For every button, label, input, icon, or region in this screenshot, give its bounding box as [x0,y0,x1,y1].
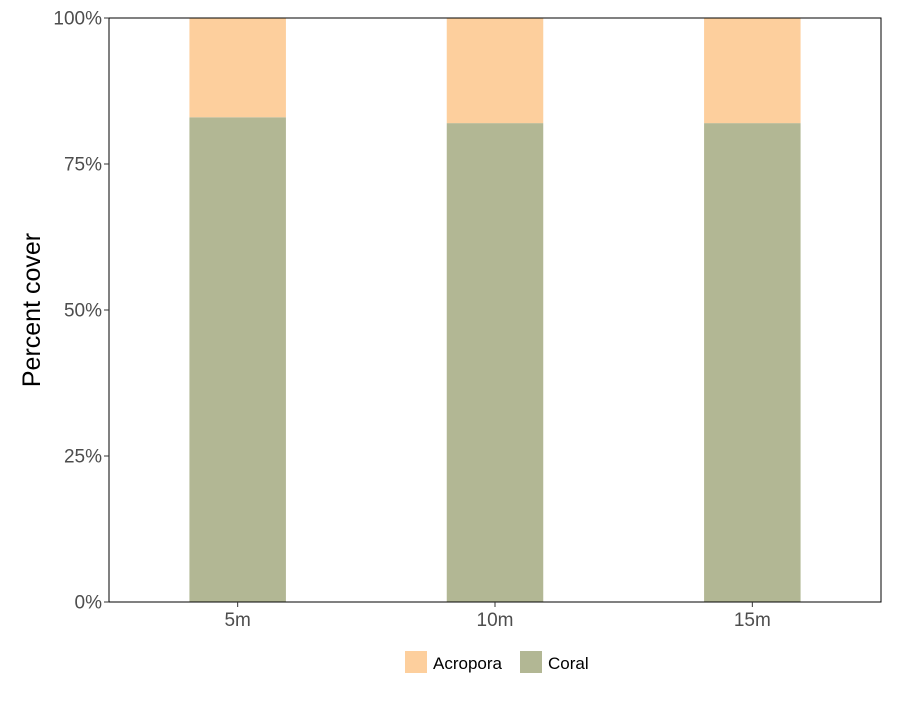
y-axis-title: Percent cover [18,233,46,387]
y-tick-label: 100% [53,9,102,30]
legend: Acropora Coral [405,651,589,673]
y-tick-label: 75% [64,155,102,176]
bar-coral-15m [704,123,801,603]
y-tick-label: 0% [75,593,103,614]
bar-acropora-5m [189,18,286,118]
bar-coral-10m [446,123,544,603]
bar-coral-5m [189,117,286,602]
legend-swatch-coral [520,651,542,673]
legend-swatch-acropora [405,651,427,673]
y-tick-label: 50% [64,301,102,322]
x-tick-label: 15m [734,610,771,631]
y-axis: 0% 25% 50% 75% 100% [53,9,109,614]
y-tick-label: 25% [64,447,102,468]
legend-label-coral: Coral [548,654,589,673]
bar-acropora-15m [704,18,801,124]
bars-layer [189,18,801,603]
x-tick-label: 5m [224,610,250,631]
legend-label-acropora: Acropora [433,654,503,673]
x-axis: 5m 10m 15m [224,602,771,631]
bar-acropora-10m [446,18,544,124]
x-tick-label: 10m [477,610,514,631]
